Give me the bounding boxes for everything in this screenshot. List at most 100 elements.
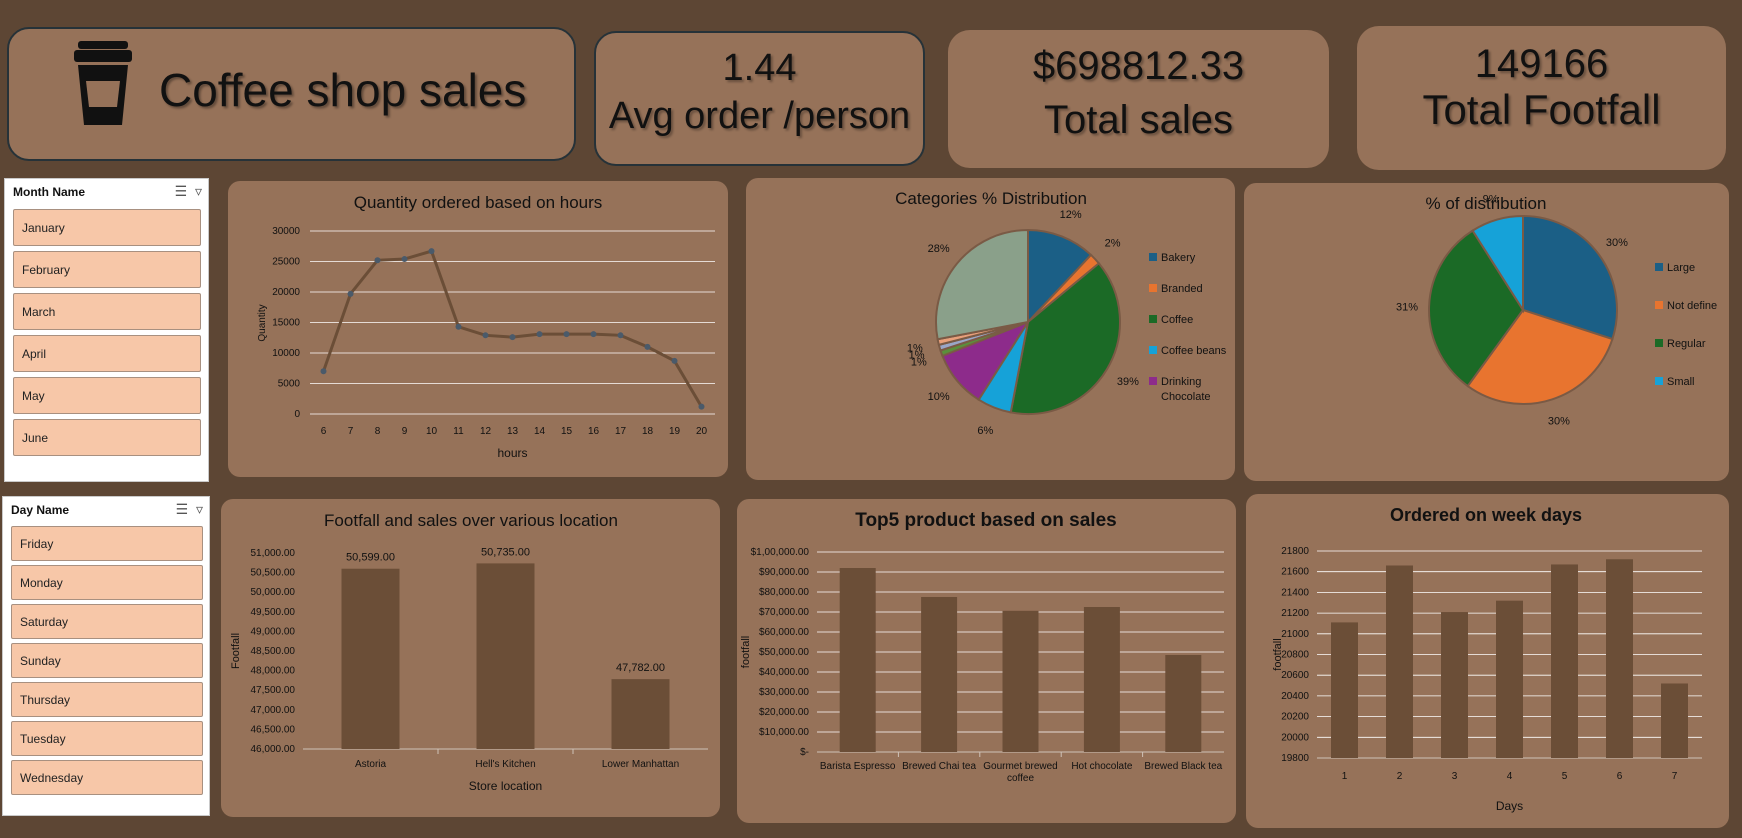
x-tick-label: Brewed Black tea (1144, 761, 1222, 772)
chart-title: Categories % Distribution (895, 189, 1087, 208)
x-tick-label: 12 (480, 426, 492, 437)
slicer-item-friday[interactable]: Friday (11, 526, 203, 561)
location-bar-chart: Footfall and sales over various location… (230, 511, 708, 793)
y-tick-label: $80,000.00 (759, 587, 809, 598)
chart-title: Quantity ordered based on hours (354, 193, 603, 212)
x-tick-label: 6 (1617, 771, 1623, 782)
x-tick-label: 7 (1672, 771, 1678, 782)
y-tick-label: 0 (294, 409, 300, 420)
slicer-item-february[interactable]: February (13, 251, 201, 288)
y-tick-label: 48,500.00 (251, 646, 296, 657)
x-tick-label: 1 (1342, 771, 1348, 782)
y-tick-label: 21800 (1281, 546, 1309, 557)
legend-swatch (1655, 263, 1663, 271)
y-tick-label: 19800 (1281, 753, 1309, 764)
legend-swatch (1655, 377, 1663, 385)
kpi-total-footfall: 149166 Total Footfall (1357, 26, 1726, 170)
x-tick-label: Hot chocolate (1071, 761, 1133, 772)
y-tick-label: 5000 (278, 379, 301, 390)
slice-label: 39% (1117, 376, 1139, 388)
slice-label: 30% (1548, 415, 1570, 427)
x-tick-label: 14 (534, 426, 546, 437)
kpi-total-sales: $698812.33 Total sales (948, 30, 1329, 168)
data-label: 50,735.00 (481, 546, 530, 558)
hours-chart-card: Quantity ordered based on hours 0 5000 1000… (228, 181, 728, 477)
slice-label: 2% (1105, 238, 1121, 250)
weekdays-bar-chart: Ordered on week days 19800 20000 20200 20400… (1272, 505, 1702, 813)
y-tick-label: 20000 (1281, 732, 1309, 743)
y-tick-label: $40,000.00 (759, 667, 809, 678)
kpi-avg-order: 1.44 Avg order /person (594, 31, 925, 166)
y-tick-label: 47,500.00 (251, 685, 296, 696)
slicer-item-saturday[interactable]: Saturday (11, 604, 203, 639)
data-point (590, 331, 597, 338)
y-tick-label: 46,000.00 (251, 744, 296, 755)
slicer-item-june[interactable]: June (13, 419, 201, 456)
y-tick-label: $10,000.00 (759, 727, 809, 738)
y-tick-label: 21600 (1281, 567, 1309, 578)
y-tick-label: 50,000.00 (251, 587, 296, 598)
slicer-item-thursday[interactable]: Thursday (11, 682, 203, 717)
pie-slice (1027, 228, 1093, 325)
legend-label: Bakery (1161, 252, 1196, 264)
slicer-item-tuesday[interactable]: Tuesday (11, 721, 203, 756)
clear-filter-icon[interactable]: ▿ (194, 183, 202, 199)
data-point (617, 332, 624, 339)
x-tick-label: 18 (642, 426, 654, 437)
slicer-item-sunday[interactable]: Sunday (11, 643, 203, 678)
x-tick-label: 20 (696, 426, 708, 437)
x-tick-label: Lower Manhattan (602, 759, 679, 770)
bar (1606, 559, 1633, 758)
pie-slice (1522, 214, 1618, 341)
data-point (401, 256, 408, 263)
data-label: 47,782.00 (616, 662, 665, 674)
page-title: Coffee shop sales (159, 64, 527, 116)
slice-label: 1% (907, 342, 923, 354)
size-pie-chart: % of distribution 30% 30% 31% 9% Large Not def… (1396, 194, 1717, 428)
coffee-cup-icon (74, 41, 132, 125)
slicer-item-may[interactable]: May (13, 377, 201, 414)
slicer-item-monday[interactable]: Monday (11, 565, 203, 600)
x-tick-label: 17 (615, 426, 627, 437)
y-tick-label: $70,000.00 (759, 607, 809, 618)
multi-select-icon[interactable]: ☰ (174, 183, 188, 199)
bar (1496, 600, 1523, 758)
x-tick-label: 11 (453, 426, 464, 437)
x-axis-label: Days (1496, 799, 1523, 813)
multi-select-icon[interactable]: ☰ (175, 501, 189, 517)
x-tick-label: 19 (669, 426, 681, 437)
data-point (428, 248, 435, 255)
x-tick-label: 3 (1452, 771, 1458, 782)
x-tick-label: 13 (507, 426, 519, 437)
legend-swatch (1655, 301, 1663, 309)
y-tick-label: 20800 (1281, 650, 1309, 661)
x-tick-label: 16 (588, 426, 600, 437)
x-tick-label: Hell's Kitchen (475, 759, 535, 770)
y-axis-label: footfall (1272, 638, 1284, 670)
data-label: 50,599.00 (346, 552, 395, 564)
bar (1386, 565, 1413, 758)
chart-title: Ordered on week days (1390, 505, 1582, 525)
x-tick-label: 4 (1507, 771, 1513, 782)
y-tick-label: 20000 (272, 287, 300, 298)
y-tick-label: $1,00,000.00 (751, 547, 810, 558)
y-tick-label: 20600 (1281, 670, 1309, 681)
slice-label: 12% (1060, 209, 1082, 221)
bar (341, 568, 400, 749)
legend-label: Drinking (1161, 376, 1201, 388)
top5-chart-card: Top5 product based on sales $- $10,000.00 $… (737, 499, 1236, 823)
categories-chart-card: Categories % Distribution 12% 2% 39% 6% 10% 1%… (746, 178, 1235, 480)
legend-label: Coffee (1161, 314, 1193, 326)
kpi-value: 1.44 (722, 47, 797, 89)
clear-filter-icon[interactable]: ▿ (195, 501, 203, 517)
y-tick-label: 25000 (272, 257, 300, 268)
y-tick-label: 15000 (272, 318, 300, 329)
kpi-value: $698812.33 (1032, 44, 1245, 88)
slicer-item-april[interactable]: April (13, 335, 201, 372)
slice-label: 1% (909, 349, 925, 361)
slicer-item-wednesday[interactable]: Wednesday (11, 760, 203, 795)
pie-slice (1428, 229, 1525, 388)
data-point (671, 357, 678, 364)
slicer-item-january[interactable]: January (13, 209, 201, 246)
slicer-item-march[interactable]: March (13, 293, 201, 330)
